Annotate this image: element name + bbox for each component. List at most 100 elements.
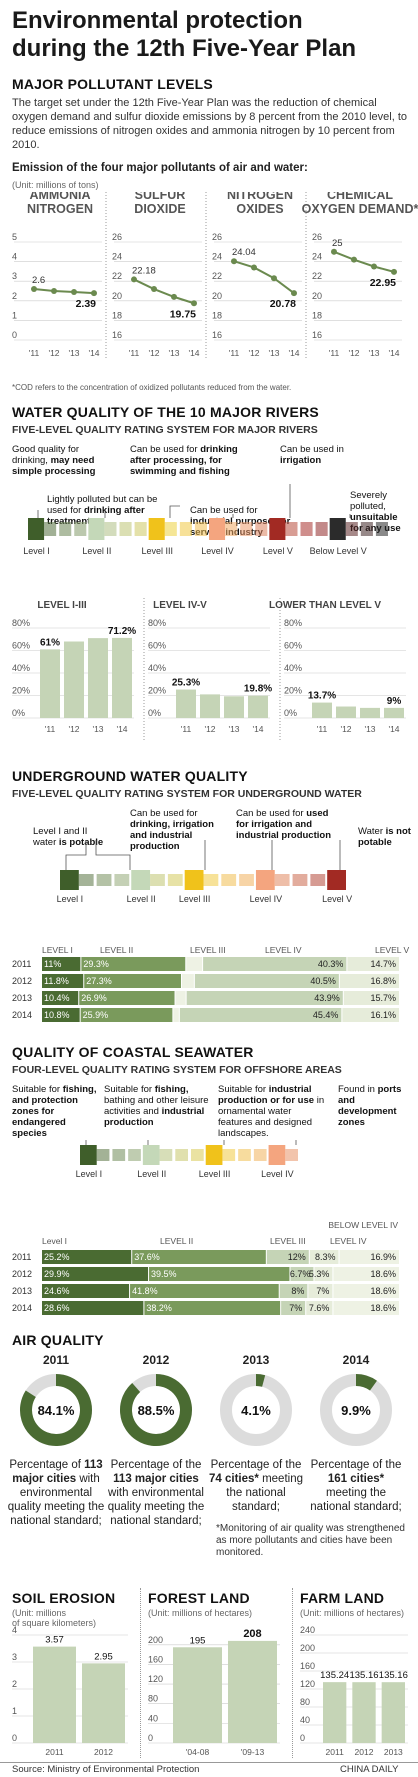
donut-arc [120, 1374, 192, 1446]
river-bar-panels: LEVEL I-III 0% 20% 40% 60% 80% '11 61% '12 '13 '14… [0, 598, 418, 743]
stack-value-label: 7% [289, 1303, 302, 1313]
scale-segment [159, 1149, 173, 1161]
scale-segment [222, 1149, 236, 1161]
air-caption-count: 161 cities* [327, 1473, 385, 1485]
x-tick-label: 2013 [384, 1747, 403, 1757]
data-label-first: 22.18 [132, 265, 156, 276]
y-tick-label: 18 [212, 310, 222, 320]
stack-segment [42, 1301, 144, 1315]
air-caption-pre: Percentage of [9, 1459, 85, 1471]
scale-level-label: Level IV [250, 894, 283, 904]
stack-segment [186, 991, 343, 1005]
farm-unit: (Unit: millions of hectares) [300, 1608, 405, 1618]
stack-segment [314, 1267, 333, 1281]
donut-year: 2011 [43, 1353, 69, 1367]
stack-value-label: 40.5% [310, 976, 336, 986]
scale-marker [28, 518, 45, 540]
bar [88, 638, 108, 718]
stack-value-label: 11% [44, 959, 61, 969]
bar-chart-title: LEVEL I-III [37, 600, 86, 611]
x-tick-label: '14 [252, 724, 263, 734]
y-tick-label: 1 [12, 1706, 17, 1716]
stack-value-label: 16.1% [370, 1010, 396, 1020]
coastal-scale: Level I Level II Level III Level IV [0, 1138, 418, 1220]
x-tick-label: '12 [148, 348, 159, 358]
data-point [91, 290, 97, 297]
ground-stacked: LEVEL I LEVEL II LEVEL III LEVEL IV LEVEL V 2… [0, 945, 418, 1035]
air-caption-count: 113 major cities [113, 1473, 199, 1485]
y-tick-label: 26 [312, 232, 322, 242]
y-tick-label: 20 [312, 291, 322, 301]
pollutant-line-charts: AMMONIANITROGEN012345'11'12'13'142.62.39… [12, 188, 418, 360]
x-tick-label: '12 [68, 724, 79, 734]
scale-segment [221, 874, 237, 886]
bar [336, 706, 356, 718]
scale-marker [255, 870, 275, 890]
y-tick-label: 0% [12, 708, 25, 718]
row-year: 2011 [12, 1252, 31, 1262]
stack-value-label: 16.8% [370, 976, 396, 986]
x-tick-label: '13 [92, 724, 103, 734]
stack-segment [181, 974, 194, 988]
y-tick-label: 120 [300, 1679, 315, 1689]
series-line [33, 288, 95, 295]
stack-value-label: 18.6% [370, 1303, 396, 1313]
x-tick-label: '13 [368, 348, 379, 358]
y-tick-label: 80% [148, 618, 166, 628]
x-tick-label: '14 [188, 348, 199, 358]
y-tick-label: 3 [12, 1652, 17, 1662]
data-point [131, 276, 137, 283]
air-caption: Percentage of the 161 cities* meeting th… [306, 1458, 406, 1514]
pollutants-heading: MAJOR POLLUTANT LEVELS [12, 76, 213, 92]
scale-segment [112, 1149, 126, 1161]
coastal-desc-level-1: Suitable for fishing, and protection zon… [12, 1084, 97, 1139]
data-point [171, 293, 177, 300]
stack-segment [347, 957, 399, 971]
donut-value-label: 9.9% [341, 1403, 371, 1418]
land-divider-2 [292, 1588, 293, 1758]
stack-header: Level I [42, 1236, 67, 1246]
stack-segment [79, 991, 175, 1005]
donut-year: 2013 [243, 1353, 270, 1367]
river-bar-charts: LEVEL I-III 0% 20% 40% 60% 80% '11 61% '12 '13 '14… [12, 598, 406, 740]
stack-header: LEVEL V [375, 945, 410, 955]
x-tick-label: '11 [29, 348, 40, 358]
scale-segment [239, 874, 254, 886]
air-caption: Percentage of the 113 major cities with … [106, 1458, 206, 1528]
pollutant-title: CHEMICAL [327, 192, 393, 202]
stack-segment [149, 1267, 290, 1281]
air-caption-post: meeting the national standard; [226, 1473, 303, 1513]
y-tick-label: 5 [12, 232, 17, 242]
stack-segment [281, 1301, 306, 1315]
y-tick-label: 1 [12, 310, 17, 320]
stack-segment [81, 957, 186, 971]
data-label-first: 24.04 [232, 247, 256, 258]
stack-value-label: 45.4% [313, 1010, 339, 1020]
stack-value-label: 41.8% [132, 1286, 158, 1296]
x-tick-label: '13 [68, 348, 79, 358]
scale-segment [44, 522, 57, 536]
scale-marker [131, 870, 151, 890]
x-tick-label: '13 [268, 348, 279, 358]
stack-value-label: 28.6% [44, 1303, 70, 1313]
scale-segment [96, 1149, 110, 1161]
bar [312, 702, 332, 718]
data-point [291, 290, 297, 297]
x-tick-label: 2011 [326, 1747, 345, 1757]
x-tick-label: '14 [388, 724, 399, 734]
stack-segment [266, 1250, 309, 1264]
x-tick-label: '12 [340, 724, 351, 734]
bar-value-label: 61% [40, 637, 60, 648]
scale-marker [269, 518, 286, 540]
bar [112, 637, 132, 718]
bar-value-label: 135.24 [320, 1670, 349, 1681]
x-tick-label: '11 [317, 724, 328, 734]
scale-marker [80, 1145, 97, 1165]
air-caption-post: with environmental quality meeting the n… [7, 1473, 105, 1527]
stack-segment [42, 1284, 130, 1298]
row-year: 2012 [12, 976, 32, 986]
scale-level-label: Level I [76, 1169, 103, 1179]
data-point [51, 288, 57, 294]
x-tick-label: '13 [364, 724, 375, 734]
river-quality-scale: Level I Level II Level III Level IV Level V B… [23, 484, 388, 556]
